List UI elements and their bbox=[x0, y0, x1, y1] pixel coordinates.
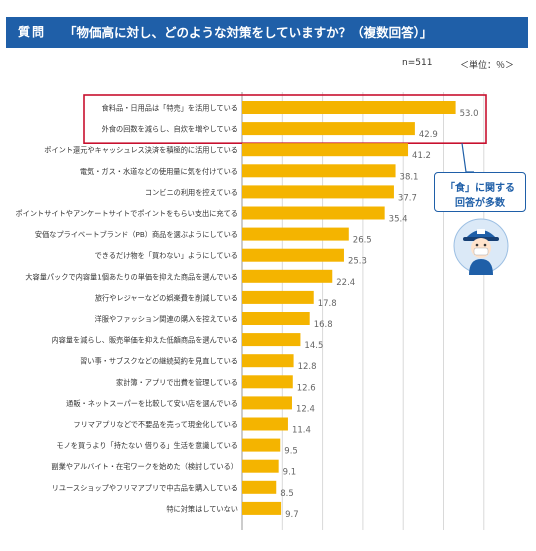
mascot-icon bbox=[453, 218, 509, 275]
callout: 「食」に関する 回答が多数 bbox=[434, 172, 526, 212]
category-label: 洋服やファッション関連の購入を控えている bbox=[95, 315, 238, 324]
bar bbox=[242, 164, 396, 178]
category-label: リユースショップやフリマアプリで中古品を購入している bbox=[52, 483, 238, 492]
question-header: 質問 「物価高に対し、どのような対策をしていますか？（複数回答）」 bbox=[6, 17, 528, 48]
category-label: フリマアプリなどで不要品を売って現金化している bbox=[73, 420, 238, 429]
category-label: 電気・ガス・水道などの使用量に気を付けている bbox=[80, 167, 238, 176]
bar bbox=[242, 480, 277, 494]
bar bbox=[242, 333, 301, 347]
category-label: ポイントサイトやアンケートサイトでポイントをもらい支出に充てる bbox=[15, 209, 238, 218]
callout-line1: 「食」に関する bbox=[445, 183, 515, 194]
callout-pointer bbox=[461, 143, 474, 173]
data-label: 38.1 bbox=[400, 172, 419, 182]
data-label: 11.4 bbox=[292, 426, 311, 436]
bar bbox=[242, 354, 294, 368]
category-label: 特に対策はしていない bbox=[166, 504, 238, 513]
bar bbox=[242, 206, 385, 220]
data-label: 12.6 bbox=[297, 383, 316, 393]
data-label: 16.8 bbox=[314, 320, 333, 330]
data-label: 9.1 bbox=[283, 468, 297, 478]
data-label: 25.3 bbox=[348, 257, 367, 267]
bar bbox=[242, 122, 415, 136]
data-label: 53.0 bbox=[460, 109, 479, 119]
category-label: 内容量を減らし、販売単価を抑えた低額商品を選んでいる bbox=[51, 336, 238, 345]
bar bbox=[242, 101, 456, 114]
callout-line2: 回答が多数 bbox=[455, 198, 505, 209]
bar bbox=[242, 227, 349, 241]
category-label: 副業やアルバイト・在宅ワークを始めた（検討している） bbox=[51, 462, 238, 471]
data-label: 26.5 bbox=[353, 236, 372, 246]
category-label: 安価なプライベートブランド（PB）商品を選ぶようにしている bbox=[35, 230, 238, 239]
category-label: ポイント還元やキャッシュレス決済を積極的に活用している bbox=[44, 146, 238, 155]
data-label: 41.2 bbox=[412, 151, 431, 161]
bar bbox=[242, 290, 314, 304]
bar bbox=[242, 375, 293, 389]
category-label: 習い事・サブスクなどの継続契約を見直している bbox=[80, 357, 238, 366]
bar bbox=[242, 459, 279, 473]
question-badge: 質問 bbox=[18, 25, 47, 39]
category-label: モノを買うより「持たない 借りる」生活を意識している bbox=[56, 441, 238, 450]
data-label: 9.5 bbox=[284, 447, 298, 457]
category-label: 家計簿・アプリで出費を管理している bbox=[116, 378, 238, 387]
data-label: 35.4 bbox=[389, 215, 408, 225]
data-label: 9.7 bbox=[285, 510, 299, 520]
data-label: 42.9 bbox=[419, 130, 438, 140]
data-label: 22.4 bbox=[336, 278, 355, 288]
bar bbox=[242, 396, 292, 410]
category-label: 大容量パックで内容量1個あたりの単価を抑えた商品を選んでいる bbox=[25, 272, 238, 281]
data-label: 14.5 bbox=[304, 341, 323, 351]
bar bbox=[242, 248, 344, 262]
category-label: 通販・ネットスーパーを比較して安い店を選んでいる bbox=[66, 399, 238, 408]
data-label: 17.8 bbox=[318, 299, 337, 309]
bar bbox=[242, 438, 281, 452]
data-label: 12.4 bbox=[296, 404, 315, 414]
category-label: 外食の回数を減らし、自炊を増やしている bbox=[102, 125, 238, 134]
data-label: 37.7 bbox=[398, 193, 417, 203]
bar bbox=[242, 312, 310, 325]
bar bbox=[242, 417, 288, 431]
category-label: コンビニの利用を控えている bbox=[145, 188, 238, 197]
data-label: 12.8 bbox=[298, 362, 317, 372]
bar bbox=[242, 143, 409, 157]
bar bbox=[242, 185, 394, 199]
bar bbox=[242, 501, 282, 515]
unit-label: ＜単位：％＞ bbox=[460, 61, 515, 71]
category-label: 旅行やレジャーなどの娯楽費を削減している bbox=[95, 293, 238, 302]
data-label: 8.5 bbox=[280, 489, 294, 499]
category-label: 食料品・日用品は「特売」を活用している bbox=[102, 104, 238, 113]
category-label: できるだけ物を「買わない」ようにしている bbox=[95, 251, 238, 260]
chart-title: 「物価高に対し、どのような対策をしていますか？（複数回答）」 bbox=[64, 25, 433, 40]
bar bbox=[242, 269, 333, 283]
sample-size-label: n=511 bbox=[402, 58, 433, 68]
